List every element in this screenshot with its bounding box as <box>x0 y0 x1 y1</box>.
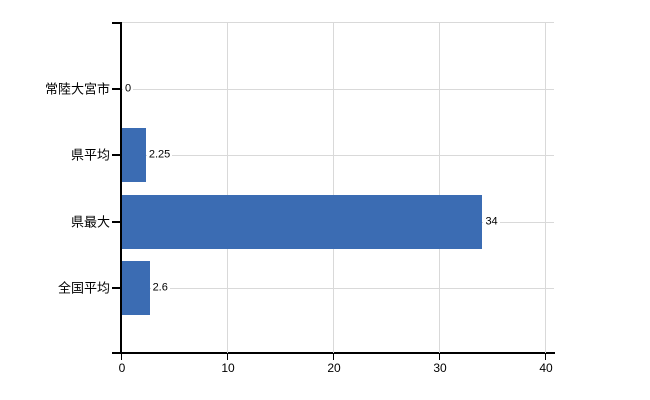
v-gridline <box>439 23 441 353</box>
x-tick-label: 10 <box>221 361 235 375</box>
x-axis-tick <box>545 354 547 360</box>
x-tick-label: 40 <box>539 361 553 375</box>
category-label: 県最大 <box>70 214 110 229</box>
plot-top-border <box>122 22 554 23</box>
v-gridline <box>545 23 547 353</box>
value-label: 2.6 <box>150 281 170 295</box>
h-gridline <box>122 88 554 90</box>
value-label: 0 <box>123 82 134 95</box>
x-tick-label: 0 <box>118 361 126 375</box>
value-label: 2.25 <box>146 148 173 162</box>
h-gridline <box>122 288 554 289</box>
x-axis-tick <box>121 354 122 360</box>
h-gridline <box>122 155 554 156</box>
v-gridline <box>333 23 335 353</box>
bar <box>122 194 483 249</box>
x-tick-label: 20 <box>327 361 341 375</box>
x-axis-tick <box>227 354 228 360</box>
y-axis-tick <box>112 154 121 156</box>
x-axis-line <box>112 352 555 354</box>
y-axis-line <box>120 22 122 354</box>
y-axis-tick <box>112 287 121 289</box>
bar <box>122 261 150 315</box>
category-label: 県平均 <box>70 147 110 163</box>
x-axis-tick <box>333 354 335 360</box>
category-label: 全国平均 <box>57 280 110 296</box>
x-tick-label: 30 <box>433 361 447 375</box>
y-axis-tick <box>112 87 121 90</box>
x-axis-tick <box>439 354 441 360</box>
v-gridline <box>227 23 228 353</box>
bar <box>122 128 146 182</box>
category-label: 常陸大宮市 <box>44 81 110 96</box>
y-axis-tick <box>112 220 121 223</box>
y-axis-top-tick <box>112 22 121 24</box>
value-label: 34 <box>483 215 500 228</box>
